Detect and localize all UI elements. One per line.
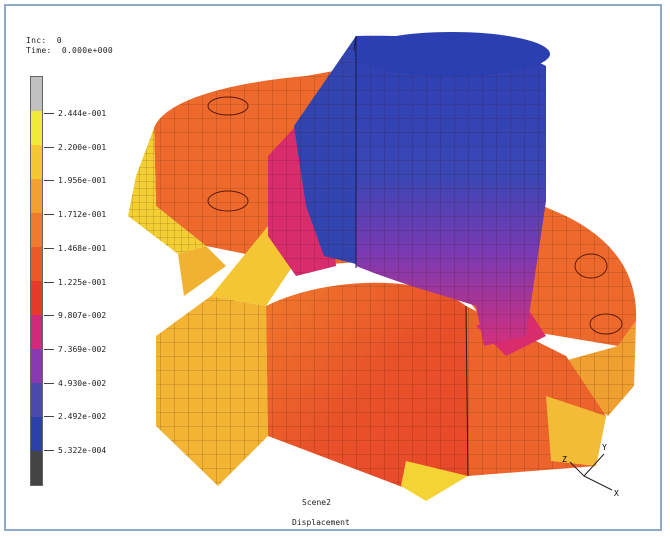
legend-tick <box>44 315 54 317</box>
legend-swatch <box>31 281 42 315</box>
increment-label: Inc: 0 <box>26 36 62 45</box>
legend-tick <box>44 180 54 182</box>
axis-z-label: Z <box>562 455 567 464</box>
legend-value: 7.369e-002 <box>58 344 107 354</box>
axis-y-label: Y <box>602 443 607 452</box>
legend-tick <box>44 348 54 350</box>
bolt-hole-2 <box>207 190 249 212</box>
legend-value: 1.712e-001 <box>58 210 107 220</box>
legend-tick <box>44 382 54 384</box>
legend-value: 2.444e-001 <box>58 109 107 118</box>
legend-swatch <box>31 77 42 111</box>
result-label: Displacement <box>292 518 350 527</box>
legend-tick <box>44 146 54 148</box>
legend-tick <box>44 450 54 451</box>
legend-tick <box>44 281 54 283</box>
time-label: Time: 0.000e+000 <box>26 46 113 55</box>
bolt-hole-1 <box>207 96 249 116</box>
result-window: Inc: 0 Time: 0.000e+000 2.444e-001 2.200e… <box>4 4 662 531</box>
legend-swatch <box>31 247 42 281</box>
legend-swatch <box>31 417 42 451</box>
model-viewport[interactable]: Inc: 0 Time: 0.000e+000 2.444e-001 2.200e… <box>6 6 660 529</box>
flange-model: X Z Y <box>128 32 637 501</box>
bolt-hole-3 <box>574 253 608 279</box>
legend-tick <box>44 247 54 249</box>
legend-swatch <box>31 451 42 485</box>
legend-swatch <box>31 383 42 417</box>
legend-value: 1.468e-001 <box>58 243 107 253</box>
legend-value: 2.492e-002 <box>58 412 107 422</box>
scene-label: Scene2 <box>302 498 331 507</box>
legend-value: 4.930e-002 <box>58 378 107 388</box>
legend-value: 2.200e-001 <box>58 142 107 152</box>
legend-tick <box>44 113 54 114</box>
legend-swatch <box>31 179 42 213</box>
legend-swatch <box>31 349 42 383</box>
legend-value: 9.807e-002 <box>58 311 107 321</box>
legend-value: 1.225e-001 <box>58 277 107 287</box>
bolt-hole-4 <box>589 313 623 335</box>
legend-tick <box>44 214 54 216</box>
cylinder-top-face <box>354 32 550 76</box>
legend-swatch <box>31 111 42 145</box>
axis-x-label: X <box>614 489 619 498</box>
legend-color-bar <box>30 76 43 486</box>
legend-tick <box>44 416 54 418</box>
legend-swatch <box>31 315 42 349</box>
legend-swatch <box>31 145 42 179</box>
legend-swatch <box>31 213 42 247</box>
legend-value: 5.322e-004 <box>58 446 107 455</box>
axis-triad-icon: X Z Y <box>562 443 619 498</box>
legend-value: 1.956e-001 <box>58 176 107 186</box>
